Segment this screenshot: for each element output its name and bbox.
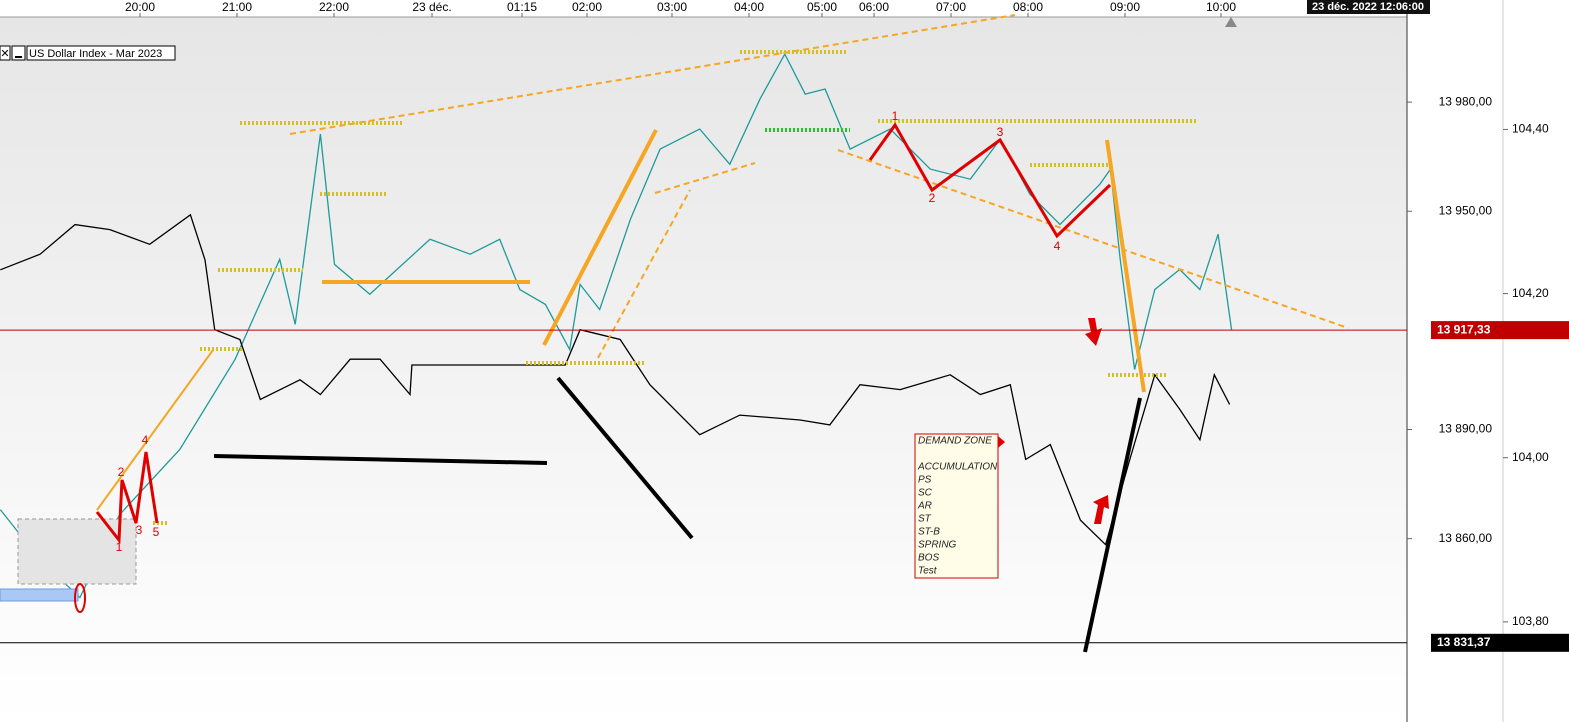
note-line: ST-B bbox=[918, 527, 940, 538]
price-tag bbox=[1431, 633, 1569, 652]
price-line bbox=[0, 213, 1231, 546]
timestamp: 23 déc. 2022 12:06:00 bbox=[1312, 1, 1424, 13]
x-tick-label: 03:00 bbox=[657, 0, 687, 14]
wave-labels: 2 4 1 3 5 1 2 3 4 bbox=[116, 109, 1061, 554]
y2-tick-label: 104,00 bbox=[1512, 450, 1549, 464]
wave-label: 4 bbox=[142, 433, 149, 447]
y-tick-label: 13 980,00 bbox=[1439, 94, 1493, 108]
x-tick-label: 21:00 bbox=[222, 0, 252, 14]
wave-label: 5 bbox=[153, 525, 160, 539]
y2-tick-label: 104,20 bbox=[1512, 286, 1549, 300]
note-line: Test bbox=[918, 566, 938, 577]
title-box: ✕ US Dollar Index - Mar 2023 bbox=[0, 45, 176, 61]
title-frame bbox=[26, 45, 176, 61]
y-tick-label: 13 860,00 bbox=[1439, 531, 1493, 545]
note-line: PS bbox=[918, 475, 932, 486]
x-tick-label: 08:00 bbox=[1013, 0, 1043, 14]
note-line: DEMAND ZONE bbox=[918, 436, 992, 447]
x-tick-label: 23 déc. bbox=[412, 0, 451, 14]
wave-label: 3 bbox=[136, 523, 143, 537]
wave-label: 2 bbox=[118, 465, 125, 479]
note-line: AR bbox=[917, 501, 932, 512]
close-button[interactable] bbox=[0, 45, 11, 61]
x-tick-label: 07:00 bbox=[936, 0, 966, 14]
price-tag bbox=[1431, 321, 1569, 340]
close-icon[interactable]: ✕ bbox=[0, 48, 9, 60]
wave-label: 1 bbox=[116, 540, 123, 554]
chart-title: US Dollar Index - Mar 2023 bbox=[29, 48, 162, 60]
note-line: ST bbox=[918, 514, 932, 525]
x-tick-label: 22:00 bbox=[319, 0, 349, 14]
y-tick-label: 13 890,00 bbox=[1439, 422, 1493, 436]
note-line: BOS bbox=[918, 553, 939, 564]
y2-tick-label: 104,40 bbox=[1512, 122, 1549, 136]
note-line: SC bbox=[918, 488, 933, 499]
x-tick-label: 01:15 bbox=[507, 0, 537, 14]
note-line: SPRING bbox=[918, 540, 957, 551]
wave-label: 2 bbox=[929, 191, 936, 205]
note-line: ACCUMULATION bbox=[917, 462, 998, 473]
x-tick-label: 02:00 bbox=[572, 0, 602, 14]
x-tick-label: 20:00 bbox=[125, 0, 155, 14]
y-tick-label: 13 950,00 bbox=[1439, 203, 1493, 217]
y2-tick-label: 103,80 bbox=[1512, 614, 1549, 628]
x-tick-label: 05:00 bbox=[807, 0, 837, 14]
plot-area bbox=[0, 17, 1407, 722]
x-tick-label: 06:00 bbox=[859, 0, 889, 14]
price-tag-label: 13 831,37 bbox=[1437, 635, 1491, 649]
wave-label: 3 bbox=[997, 125, 1004, 139]
note: DEMAND ZONE ACCUMULATION PS SC AR ST ST-… bbox=[917, 436, 998, 577]
drawings bbox=[0, 14, 1349, 653]
timestamp-box bbox=[1307, 0, 1430, 14]
wave-label: 4 bbox=[1054, 239, 1061, 253]
x-tick-label: 10:00 bbox=[1206, 0, 1236, 14]
wave-label: 1 bbox=[892, 109, 899, 123]
x-tick-label: 09:00 bbox=[1110, 0, 1140, 14]
price-tag-label: 13 917,33 bbox=[1437, 322, 1491, 336]
x-tick-label: 04:00 bbox=[734, 0, 764, 14]
